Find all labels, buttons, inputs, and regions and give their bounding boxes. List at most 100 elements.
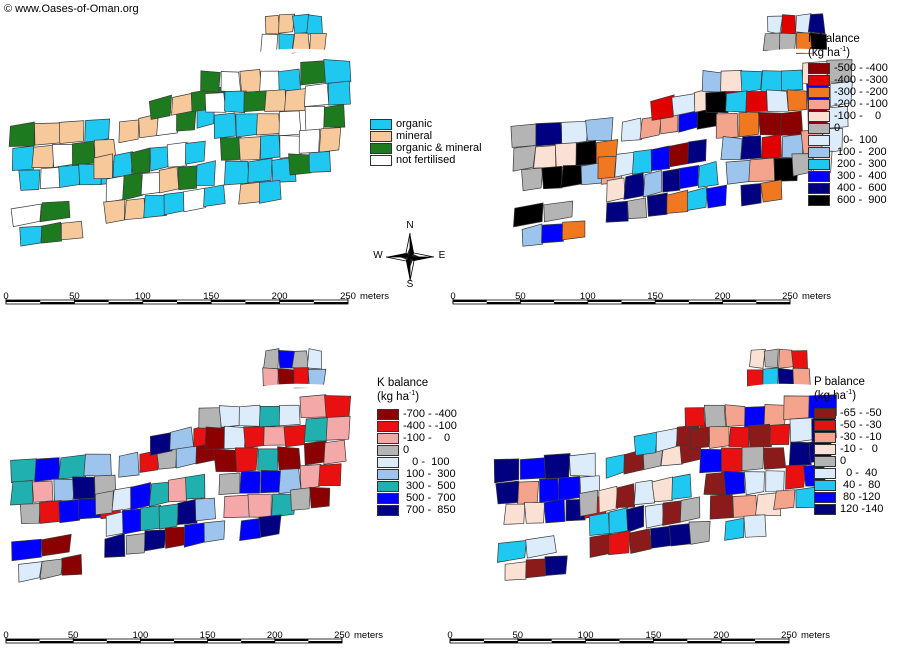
legend-swatch [814,419,836,431]
field-plot [104,533,126,558]
field-plot [213,112,237,139]
field-plot [309,487,331,509]
field-plot [223,425,247,450]
field-plot [650,145,670,171]
legend-label: -100 - 0 [403,432,451,445]
scalebar-tick-label: 100 [134,291,151,302]
field-plot [185,473,206,500]
scalebar-tick-label: 100 [579,291,596,302]
scalebar-tick-label: 50 [512,630,524,641]
field-plot [184,140,206,165]
legend-item: 300 - 400 [808,170,888,182]
field-plot [605,454,626,479]
field-plot [183,522,207,548]
legend-label: 100 - 300 [403,468,456,481]
field-plot [111,486,133,512]
field-plot [539,478,560,503]
legend-item: 200 - 300 [808,158,888,170]
scalebar-tick-label: 100 [132,630,149,641]
legend-swatch [808,122,830,134]
scalebar-tick-label: 0 [3,630,9,641]
field-plot [303,417,330,442]
legend-item: -50 - -30 [814,419,883,431]
field-plot [705,91,729,114]
field-plot [284,88,307,112]
field-plot [738,111,760,138]
legend-swatch [370,130,392,142]
path-line [739,383,816,392]
panel-n-balance-map: N balance (kg ha-1) -500 - -400 -400 - -3… [450,0,900,330]
scalebar-tick-label: 50 [69,291,80,302]
field-plot [744,406,767,428]
field-plot [626,504,645,533]
scalebar-units-label: meters [354,630,384,641]
field-plot [740,70,763,94]
legend-item: organic & mineral [370,142,482,154]
legend-item: 400 - 600 [808,182,888,194]
field-plot [271,493,297,518]
legend-label: -100 - 0 [834,110,882,123]
field-plot [290,487,311,511]
field-plot [72,476,96,500]
legend-swatch [370,154,392,166]
scalebar-tick-label: 250 [334,630,350,641]
field-plot [18,169,41,191]
field-plot [533,145,557,169]
field-plot [615,483,636,508]
field-plot [766,89,789,112]
field-plot [122,172,144,201]
field-plot [732,495,758,518]
field-plot [158,503,180,530]
field-plot [10,480,33,506]
field-plot [72,140,96,166]
legend-item: -400 - -300 [808,74,888,86]
field-plot [780,14,796,35]
field-plot [224,90,247,114]
field-plot [52,144,75,168]
legend-label: -400 - -300 [834,74,888,87]
field-plot [19,225,43,247]
field-plot [258,405,281,428]
field-plot [39,200,71,223]
legend-item: -100 - 0 [377,432,457,444]
field-plot [323,103,346,128]
field-plot [277,446,302,471]
field-plot [761,134,782,159]
scalebar-tick-label: 50 [515,291,526,302]
scalebar-units-label: meters [802,291,832,302]
field-plot [306,14,323,35]
legend-item: 300 - 500 [377,480,457,492]
field-plot [143,195,167,219]
field-plot [632,149,652,175]
field-plot [130,147,151,176]
legend-label: -400 - -100 [403,420,457,433]
legend-swatch [377,408,399,420]
scalebar-tick-label: 200 [713,630,730,641]
field-plot [278,404,301,427]
field-plot [10,203,42,228]
field-plot [588,512,610,536]
field-plot [623,172,645,200]
field-plot [58,454,87,480]
legend-item: -400 - -100 [377,420,457,432]
legend-swatch [814,455,836,467]
field-plot [278,110,302,137]
field-plot [541,223,564,244]
legend-item: 0- 100 [808,134,888,146]
field-plot [725,159,751,185]
legend-unit: (kg ha-1) [377,389,420,403]
field-plot [259,180,282,204]
legend-label: 0 [834,122,841,135]
field-plot [194,497,216,522]
field-plot [758,112,783,136]
field-plot [763,447,787,470]
field-plot [263,426,287,446]
legend-title: P balance [814,376,865,388]
field-plot [83,453,112,477]
field-plot [543,498,566,524]
field-plot [238,404,262,427]
field-plot [238,136,262,161]
field-plot [789,417,814,444]
field-plot [149,146,170,172]
field-plot [740,183,762,207]
